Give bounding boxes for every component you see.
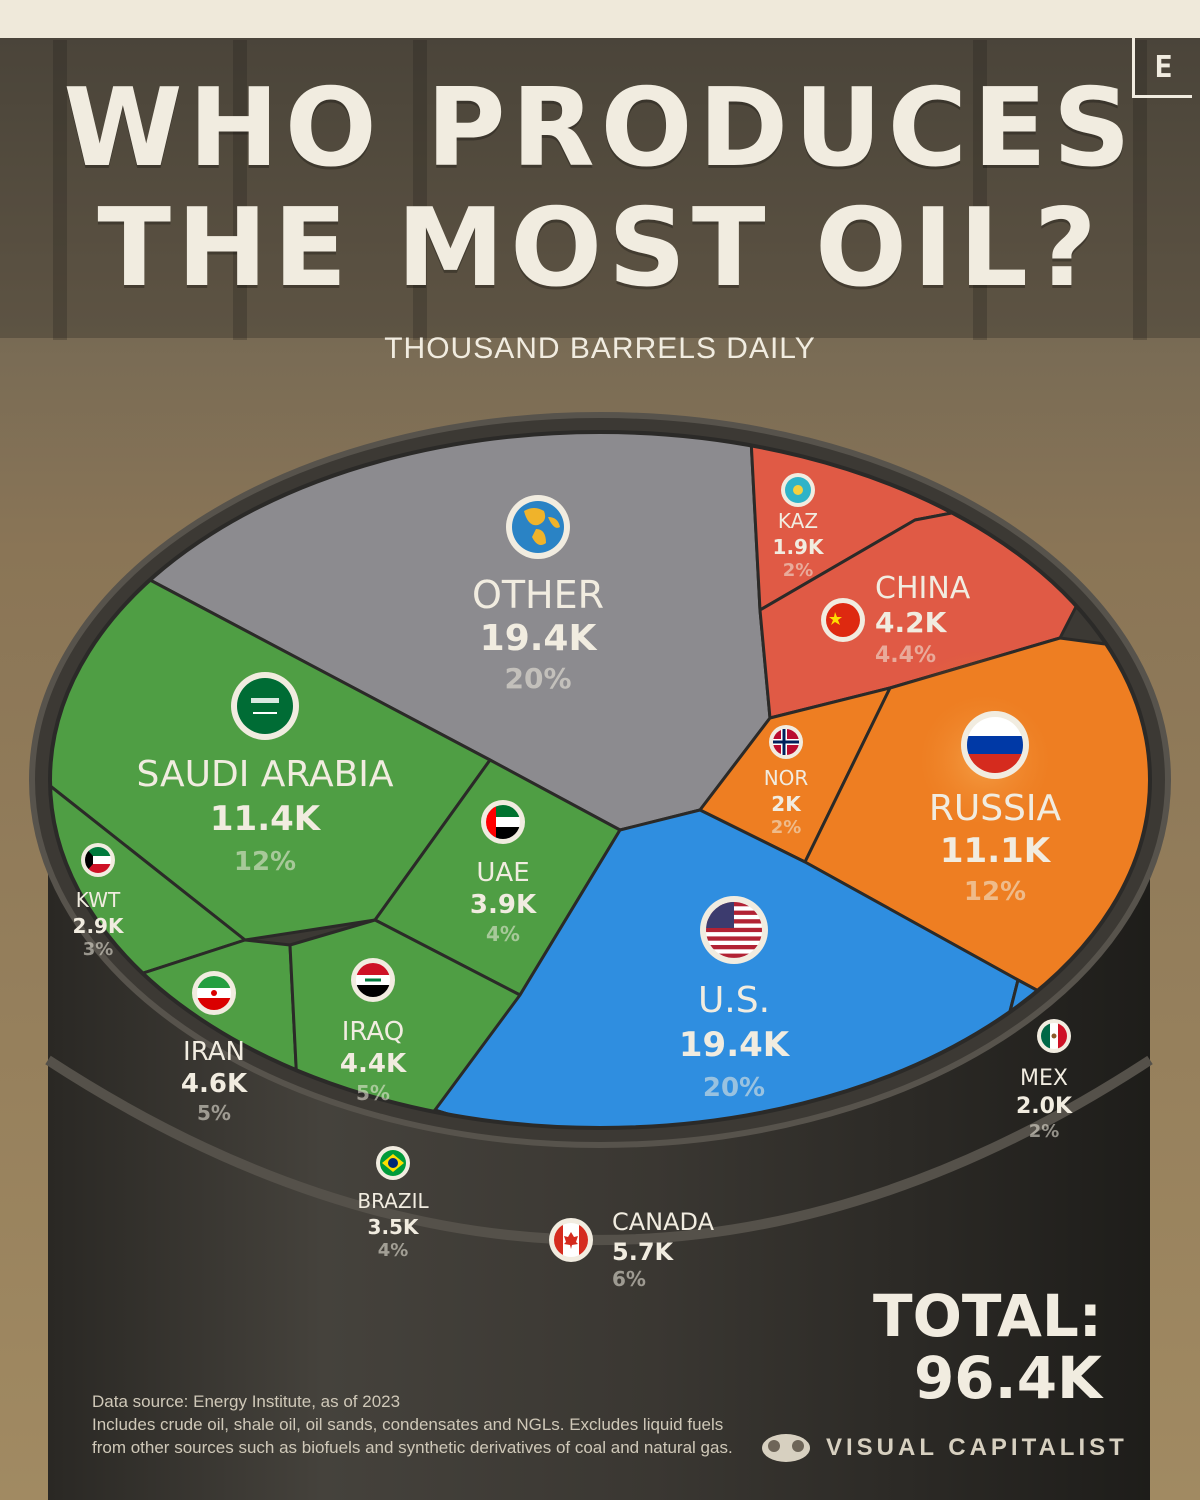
- globe-icon: [506, 495, 570, 559]
- uae-flag-icon: [481, 800, 525, 844]
- kaz-label: KAZ: [778, 509, 818, 533]
- title-line-1: WHO PRODUCES: [63, 66, 1137, 191]
- source-line: Data source: Energy Institute, as of 202…: [92, 1392, 401, 1411]
- kuwait-flag-icon: [81, 843, 115, 877]
- source-line: Includes crude oil, shale oil, oil sands…: [92, 1415, 724, 1434]
- iran-label: IRAN: [183, 1037, 245, 1067]
- barrel-rib: [45, 1055, 1153, 1245]
- subtitle: THOUSAND BARRELS DAILY: [384, 332, 816, 365]
- iraq-share-label: 5%: [356, 1081, 390, 1105]
- saudi-arabia-flag-icon: [231, 672, 299, 740]
- other-share-label: 20%: [504, 662, 571, 695]
- mex-label: MEX: [1020, 1066, 1068, 1091]
- brazil-value-label: 3.5K: [368, 1215, 420, 1239]
- uae-label: UAE: [476, 858, 529, 888]
- russia-share-label: 12%: [964, 877, 1026, 907]
- canada-share-label: 6%: [612, 1267, 646, 1291]
- uae-value-label: 3.9K: [470, 890, 537, 920]
- kazakhstan-flag-icon: [781, 473, 815, 507]
- saudi-label: SAUDI ARABIA: [136, 754, 393, 795]
- iran-value-label: 4.6K: [181, 1069, 248, 1099]
- uae-share-label: 4%: [486, 922, 520, 946]
- kaz-value-label: 1.9K: [773, 535, 825, 559]
- total-label: TOTAL:: [873, 1282, 1102, 1350]
- china-flag-icon: [821, 598, 865, 642]
- mex-share-label: 2%: [1029, 1121, 1060, 1142]
- canada-value-label: 5.7K: [612, 1238, 675, 1266]
- other-label: OTHER: [472, 573, 604, 617]
- brand-footer: VISUAL CAPITALIST: [760, 1432, 1128, 1464]
- total-value: 96.4K: [913, 1344, 1102, 1412]
- other-value-label: 19.4K: [480, 618, 598, 659]
- russia-flag-icon: [961, 711, 1029, 779]
- mex-value-label: 2.0K: [1016, 1094, 1073, 1119]
- title-line-2: THE MOST OIL?: [97, 186, 1103, 311]
- canada-label: CANADA: [612, 1208, 715, 1236]
- brazil-flag-icon: [376, 1146, 410, 1180]
- brazil-share-label: 4%: [378, 1240, 409, 1261]
- iraq-label: IRAQ: [342, 1017, 404, 1047]
- us-value-label: 19.4K: [679, 1025, 791, 1065]
- iraq-value-label: 4.4K: [340, 1049, 407, 1079]
- norway-flag-icon: [769, 725, 803, 759]
- saudi-share-label: 12%: [234, 847, 296, 877]
- nor-share-label: 2%: [771, 817, 802, 838]
- kwt-label: KWT: [76, 888, 121, 912]
- source-note: Data source: Energy Institute, as of 202…: [92, 1390, 792, 1459]
- china-value-label: 4.2K: [875, 606, 948, 639]
- saudi-value-label: 11.4K: [210, 799, 322, 839]
- source-line: from other sources such as biofuels and …: [92, 1438, 733, 1457]
- cell-us: [433, 808, 1020, 1128]
- china-share-label: 4.4%: [875, 643, 936, 668]
- iran-flag-icon: [192, 971, 236, 1015]
- nor-value-label: 2K: [771, 792, 802, 816]
- russia-label: RUSSIA: [929, 788, 1062, 829]
- mexico-flag-icon: [1037, 1019, 1071, 1053]
- canada-flag-icon: [549, 1218, 593, 1262]
- us-label: U.S.: [698, 980, 770, 1021]
- usa-flag-icon: [700, 896, 768, 964]
- china-label: CHINA: [875, 571, 971, 606]
- brand-logo-icon: [762, 1434, 810, 1462]
- iraq-flag-icon: [351, 958, 395, 1002]
- publisher-logo: E: [1132, 38, 1192, 98]
- brazil-label: BRAZIL: [357, 1189, 429, 1213]
- us-share-label: 20%: [703, 1073, 765, 1103]
- russia-value-label: 11.1K: [940, 831, 1052, 871]
- nor-label: NOR: [764, 766, 809, 790]
- kwt-value-label: 2.9K: [73, 914, 125, 938]
- brand-name: VISUAL CAPITALIST: [826, 1434, 1128, 1461]
- iran-share-label: 5%: [197, 1101, 231, 1125]
- kaz-share-label: 2%: [783, 560, 814, 581]
- kwt-share-label: 3%: [83, 939, 114, 960]
